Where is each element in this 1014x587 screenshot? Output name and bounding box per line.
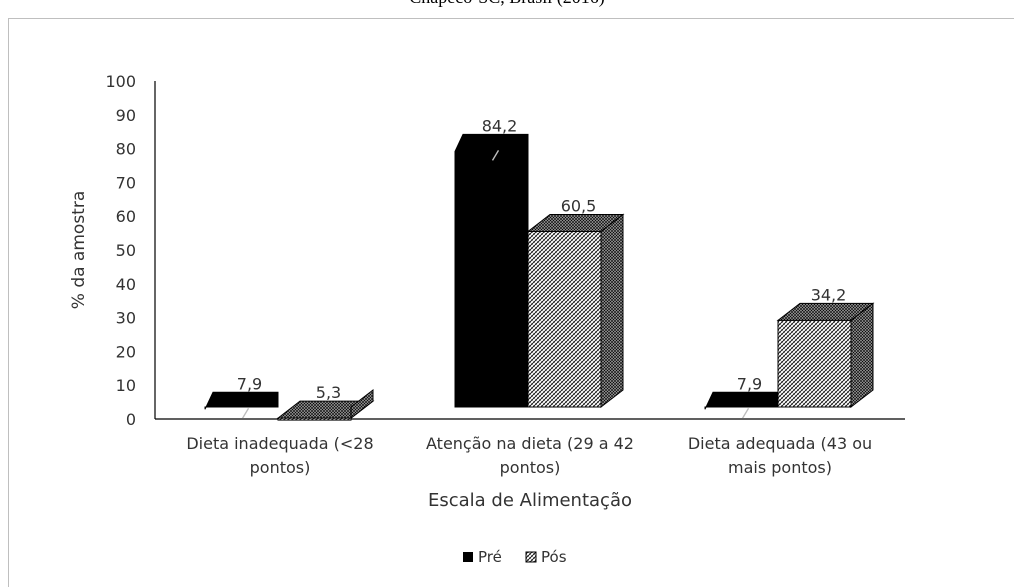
labels-group: 7,9 5,3 84,2 60,5 7,9 34,2 — [237, 116, 847, 419]
x-tick-label: pontos) — [250, 458, 311, 477]
bar-pos-side — [850, 302, 874, 409]
bar-pos-side — [600, 213, 624, 409]
bar-pre — [454, 133, 529, 408]
y-tick-label: 20 — [116, 342, 136, 361]
y-tick-label: 100 — [105, 72, 136, 91]
x-tick-label: pontos) — [500, 458, 561, 477]
data-label: 84,2 — [482, 116, 518, 135]
bar-pos — [527, 231, 602, 408]
y-axis-label: % da amostra — [69, 191, 89, 309]
y-tick-label: 80 — [116, 140, 136, 159]
legend-swatch-pre — [463, 552, 473, 562]
y-tick-label: 50 — [116, 241, 136, 260]
axes: 0 10 20 30 40 50 60 70 80 90 100 % da amostra Escala… — [69, 72, 905, 511]
x-tick-label: Dieta inadequada (<28 — [186, 434, 373, 453]
data-label: 5,3 — [316, 383, 341, 402]
figure-title: Chapecó-SC, Brasil (2016) — [0, 0, 1014, 8]
data-label: 60,5 — [561, 197, 597, 216]
y-tick-label: 0 — [126, 410, 136, 429]
legend-label-pos: Pós — [541, 548, 567, 566]
y-tick-label: 30 — [116, 309, 136, 328]
data-label-leader — [741, 407, 750, 419]
bar-pre — [204, 391, 279, 410]
y-tick-label: 40 — [116, 275, 136, 294]
bar-pos — [777, 319, 852, 408]
y-tick-label: 70 — [116, 173, 136, 192]
y-tick-label: 90 — [116, 106, 136, 125]
y-tick-label: 10 — [116, 376, 136, 395]
data-label-leader — [491, 150, 500, 161]
x-tick-label: Dieta adequada (43 ou — [688, 434, 872, 453]
data-label: 7,9 — [237, 374, 262, 393]
bar-pos — [277, 417, 352, 421]
legend-label-pre: Pré — [478, 548, 502, 566]
bars-group — [204, 133, 875, 421]
data-label: 34,2 — [811, 285, 847, 304]
x-tick-label: Atenção na dieta (29 a 42 — [426, 434, 634, 453]
x-axis-label: Escala de Alimentação — [428, 490, 632, 511]
x-tick-label: mais pontos) — [728, 458, 832, 477]
legend: Pré Pós — [463, 548, 567, 566]
bar-pre — [704, 391, 779, 410]
y-tick-label: 60 — [116, 207, 136, 226]
data-label-leader — [241, 407, 250, 419]
legend-swatch-pos — [525, 551, 537, 563]
bar-pos-side — [350, 388, 374, 420]
data-label: 7,9 — [737, 374, 762, 393]
chart-frame — [8, 18, 1014, 587]
